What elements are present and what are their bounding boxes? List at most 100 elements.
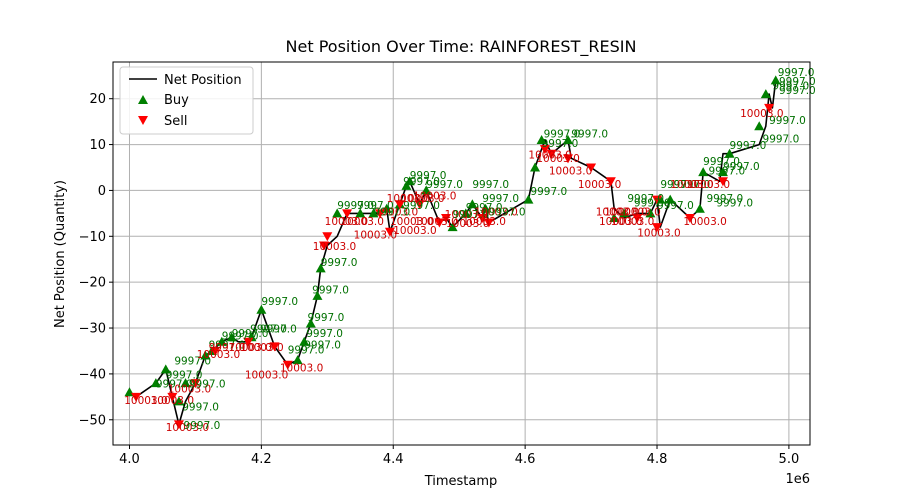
- x-tick-label: 4.2: [251, 452, 272, 467]
- x-tick-label: 4.0: [119, 452, 140, 467]
- sell-marker: [434, 218, 445, 228]
- sell-marker: [562, 154, 573, 164]
- sell-marker: [477, 213, 488, 223]
- y-tick-label: −50: [79, 413, 106, 428]
- price-annotation: 9997.0: [703, 156, 740, 168]
- price-annotation: 10003.0: [197, 349, 240, 361]
- buy-marker: [530, 162, 541, 172]
- sell-marker: [131, 392, 142, 402]
- price-annotation: 10003.0: [313, 241, 356, 253]
- buy-marker: [173, 396, 184, 406]
- buy-marker: [404, 176, 415, 186]
- buy-marker: [694, 203, 705, 213]
- price-annotation: 9997.0: [308, 312, 345, 324]
- price-annotation: 10003.0: [401, 193, 444, 205]
- x-tick-label: 4.8: [647, 452, 668, 467]
- buy-marker: [619, 208, 630, 218]
- sell-marker: [282, 360, 293, 370]
- buy-marker: [447, 222, 458, 232]
- sell-marker: [483, 218, 494, 228]
- price-annotation: 9997.0: [403, 176, 440, 188]
- sell-marker: [322, 232, 333, 242]
- price-annotation: 10003.0: [617, 207, 660, 219]
- buy-marker: [226, 332, 237, 342]
- sell-marker: [394, 200, 405, 210]
- buy-marker: [536, 134, 547, 144]
- buy-marker: [150, 378, 161, 388]
- buy-marker: [523, 194, 534, 204]
- buy-marker: [760, 89, 771, 99]
- price-annotation: 10003.0: [528, 149, 571, 161]
- sell-marker: [384, 227, 395, 237]
- y-tick-label: −20: [79, 276, 106, 291]
- price-annotation: 9997.0: [209, 340, 246, 352]
- price-annotation: 9997.0: [166, 369, 203, 381]
- price-annotation: 9997.0: [304, 340, 341, 352]
- buy-marker: [312, 290, 323, 300]
- sell-marker: [546, 149, 557, 159]
- price-annotation: 9997.0: [209, 342, 246, 354]
- price-annotation: 10003.0: [604, 207, 647, 219]
- buy-marker: [256, 304, 267, 314]
- price-annotation: 9997.0: [730, 140, 767, 152]
- buy-marker: [160, 364, 171, 374]
- price-annotation: 10003.0: [151, 395, 194, 407]
- y-axis-label: Net Position (Quantity): [53, 180, 68, 328]
- x-axis-offset-label: 1e6: [785, 472, 810, 487]
- price-annotation: 10003.0: [536, 153, 579, 165]
- price-annotation: 9997.0: [288, 344, 325, 356]
- price-annotation: 10003.0: [168, 383, 211, 395]
- x-tick-label: 5.0: [779, 452, 800, 467]
- buy-marker: [724, 148, 735, 158]
- buy-marker: [368, 208, 379, 218]
- price-annotation: 9997.0: [174, 356, 211, 368]
- price-annotation: 9997.0: [156, 379, 193, 391]
- price-annotation: 9997.0: [321, 257, 358, 269]
- price-annotation: 9997.0: [482, 193, 519, 205]
- sell-marker: [210, 346, 221, 356]
- price-annotation: 10003.0: [446, 218, 489, 230]
- legend-item-net-position: Net Position: [164, 73, 242, 88]
- price-annotation: 10003.0: [740, 108, 783, 120]
- sell-marker: [605, 177, 616, 187]
- price-annotation: 10003.0: [670, 179, 713, 191]
- sell-marker: [764, 103, 775, 113]
- sell-marker: [632, 213, 643, 223]
- price-annotation: 9997.0: [373, 207, 410, 219]
- price-annotation: 10003.0: [474, 207, 517, 219]
- buy-marker: [665, 194, 676, 204]
- y-tick-label: 20: [89, 92, 106, 107]
- plot-area: 10003.09997.010003.09997.09997.010003.01…: [113, 62, 816, 445]
- price-annotation: 10003.0: [325, 216, 368, 228]
- price-annotation: 9997.0: [778, 67, 815, 79]
- price-annotation: 9997.0: [261, 296, 298, 308]
- y-tick-label: 10: [89, 138, 106, 153]
- buy-marker: [460, 208, 471, 218]
- sell-marker: [243, 337, 254, 347]
- price-annotation: 9997.0: [674, 179, 711, 191]
- y-tick-label: 0: [98, 184, 106, 199]
- sell-marker: [441, 213, 452, 223]
- price-annotation: 9997.0: [763, 133, 800, 145]
- price-annotation: 9997.0: [542, 138, 579, 150]
- price-annotation: 9997.0: [426, 179, 463, 191]
- price-annotation: 9997.0: [453, 209, 490, 221]
- price-annotation: 10003.0: [387, 193, 430, 205]
- buy-marker: [292, 355, 303, 365]
- price-annotation: 10003.0: [599, 216, 642, 228]
- sell-marker: [684, 213, 695, 223]
- price-annotation: 9997.0: [466, 202, 503, 214]
- price-annotation: 9997.0: [189, 379, 226, 391]
- sell-marker: [652, 223, 663, 233]
- price-annotation: 9997.0: [716, 197, 753, 209]
- price-annotation: 10003.0: [228, 342, 271, 354]
- legend-sell-swatch: [138, 116, 148, 125]
- buy-marker: [315, 263, 326, 273]
- price-annotation: 9997.0: [403, 200, 440, 212]
- buy-marker: [770, 75, 781, 85]
- price-annotation: 10003.0: [375, 207, 418, 219]
- buy-marker: [355, 208, 366, 218]
- price-annotation: 10003.0: [393, 225, 436, 237]
- buy-marker: [200, 350, 211, 360]
- buy-marker: [645, 208, 656, 218]
